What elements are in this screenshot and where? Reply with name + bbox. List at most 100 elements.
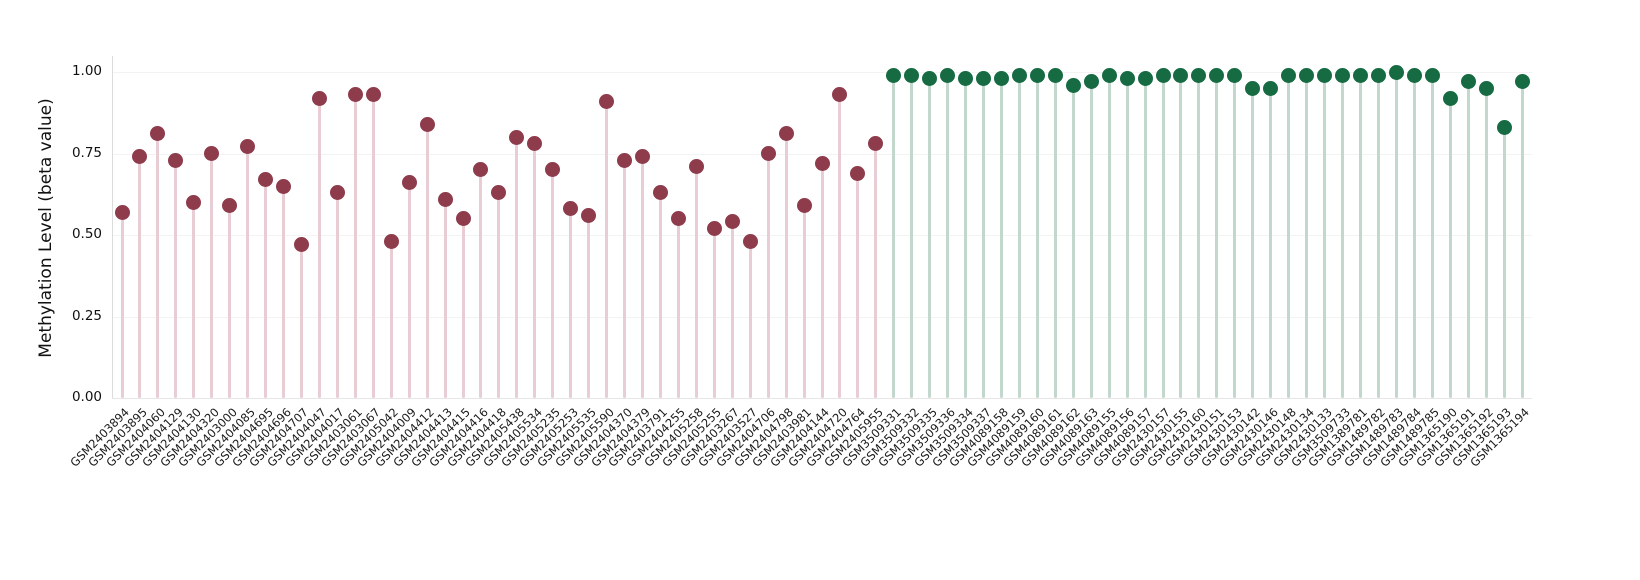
lollipop-stem <box>605 101 609 398</box>
lollipop-dot <box>617 152 633 168</box>
lollipop-dot <box>1263 80 1279 96</box>
lollipop-stem <box>407 182 411 398</box>
lollipop-stem <box>479 169 483 398</box>
lollipop-stem <box>120 212 124 398</box>
lollipop-stem <box>551 169 555 398</box>
lollipop-dot <box>993 71 1009 87</box>
lollipop-dot <box>276 178 292 194</box>
lollipop-dot <box>1317 67 1333 83</box>
lollipop-dot <box>1281 67 1297 83</box>
lollipop-stem <box>174 160 178 398</box>
lollipop-dot <box>796 198 812 214</box>
lollipop-dot <box>383 234 399 250</box>
lollipop-dot <box>1227 67 1243 83</box>
lollipop-stem <box>1448 98 1452 398</box>
lollipop-dot <box>652 185 668 201</box>
lollipop-dot <box>670 211 686 227</box>
lollipop-stem <box>856 173 860 398</box>
lollipop-stem <box>999 78 1003 398</box>
lollipop-stem <box>1358 75 1362 398</box>
lollipop-dot <box>814 155 830 171</box>
lollipop-dot <box>240 139 256 155</box>
lollipop-dot <box>742 234 758 250</box>
lollipop-stem <box>1215 75 1219 398</box>
lollipop-dot <box>132 149 148 165</box>
y-tick-label: 1.00 <box>71 63 102 79</box>
gridline <box>112 72 1532 73</box>
lollipop-stem <box>1053 75 1057 398</box>
lollipop-dot <box>958 71 974 87</box>
lollipop-dot <box>1011 67 1027 83</box>
lollipop-stem <box>784 133 788 398</box>
lollipop-stem <box>928 78 932 398</box>
lollipop-stem <box>1161 75 1165 398</box>
lollipop-stem <box>228 205 232 398</box>
lollipop-stem <box>1143 78 1147 398</box>
lollipop-stem <box>964 78 968 398</box>
lollipop-dot <box>1442 90 1458 106</box>
lollipop-dot <box>904 67 920 83</box>
lollipop-stem <box>587 215 591 398</box>
lollipop-stem <box>1502 127 1506 398</box>
lollipop-stem <box>1035 75 1039 398</box>
lollipop-stem <box>317 98 321 398</box>
lollipop-dot <box>293 237 309 253</box>
lollipop-stem <box>1287 75 1291 398</box>
lollipop-stem <box>1269 88 1273 398</box>
lollipop-stem <box>748 241 752 398</box>
lollipop-dot <box>706 220 722 236</box>
lollipop-dot <box>778 126 794 142</box>
lollipop-dot <box>1352 67 1368 83</box>
lollipop-stem <box>461 218 465 398</box>
lollipop-stem <box>569 208 573 398</box>
lollipop-dot <box>455 211 471 227</box>
lollipop-dot <box>509 129 525 145</box>
lollipop-dot <box>688 159 704 175</box>
lollipop-stem <box>1107 75 1111 398</box>
lollipop-stem <box>371 94 375 398</box>
lollipop-dot <box>1496 119 1512 135</box>
lollipop-stem <box>425 124 429 398</box>
lollipop-dot <box>760 146 776 161</box>
lollipop-stem <box>838 94 842 398</box>
lollipop-stem <box>1376 75 1380 398</box>
lollipop-dot <box>1029 67 1045 83</box>
lollipop-stem <box>353 94 357 398</box>
lollipop-dot <box>545 162 561 178</box>
lollipop-dot <box>1191 67 1207 83</box>
lollipop-dot <box>419 116 435 132</box>
lollipop-stem <box>802 205 806 398</box>
lollipop-dot <box>1137 71 1153 87</box>
lollipop-dot <box>922 71 938 87</box>
y-tick-label: 0.50 <box>71 226 102 242</box>
lollipop-stem <box>1125 78 1129 398</box>
lollipop-dot <box>724 214 740 230</box>
lollipop-stem <box>1089 81 1093 398</box>
lollipop-dot <box>1514 74 1530 90</box>
lollipop-dot <box>258 172 274 188</box>
x-axis-line <box>112 398 1532 399</box>
lollipop-dot <box>1460 74 1476 90</box>
lollipop-dot <box>168 152 184 168</box>
lollipop-stem <box>1233 75 1237 398</box>
lollipop-dot <box>1119 71 1135 87</box>
lollipop-stem <box>1071 85 1075 398</box>
lollipop-dot <box>1370 67 1386 83</box>
lollipop-stem <box>497 192 501 398</box>
lollipop-stem <box>730 221 734 398</box>
lollipop-dot <box>527 136 543 152</box>
lollipop-stem <box>443 199 447 398</box>
lollipop-stem <box>946 75 950 398</box>
lollipop-dot <box>401 175 417 191</box>
lollipop-stem <box>1520 81 1524 398</box>
lollipop-stem <box>694 166 698 398</box>
lollipop-stem <box>1341 75 1344 398</box>
lollipop-stem <box>982 78 986 398</box>
lollipop-dot <box>868 136 884 152</box>
lollipop-dot <box>1406 67 1422 83</box>
lollipop-dot <box>150 126 166 142</box>
lollipop-stem <box>1017 75 1021 398</box>
lollipop-stem <box>335 192 339 398</box>
gridline <box>112 153 1532 155</box>
